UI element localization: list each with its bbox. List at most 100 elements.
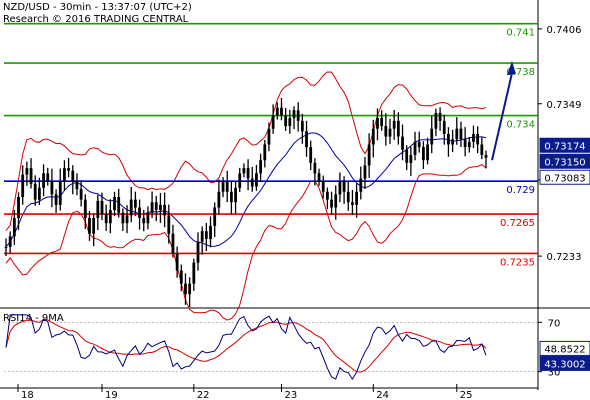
candle-body	[250, 178, 254, 187]
candle-body	[359, 178, 363, 192]
candle-body	[380, 118, 384, 127]
candle-body	[459, 128, 463, 140]
candle-body	[154, 202, 158, 211]
candle-body	[33, 183, 37, 200]
price-tick-label: 0.7406	[547, 25, 582, 36]
candle-body	[159, 204, 162, 211]
candle-body	[142, 218, 146, 224]
time-tick-label: 23	[284, 390, 297, 400]
rsi-badge-label: 48.8522	[544, 344, 585, 355]
candle-body	[484, 154, 488, 158]
candle-body	[17, 196, 20, 219]
candle-body	[75, 181, 79, 190]
candle-body	[313, 162, 317, 174]
candle-body	[25, 168, 29, 175]
candle-body	[54, 194, 58, 205]
candle-body	[46, 173, 50, 182]
candle-body	[146, 212, 150, 224]
rsi-badge-label: 43.3002	[544, 359, 585, 370]
candle-body	[271, 115, 275, 129]
candle-body	[455, 128, 459, 140]
candle-body	[451, 139, 455, 145]
candle-body	[421, 147, 425, 161]
candle-body	[238, 173, 242, 188]
time-tick-label: 19	[105, 390, 118, 400]
candle-body	[58, 181, 62, 205]
candle-body	[263, 144, 267, 161]
candle-body	[284, 115, 288, 127]
candle-body	[29, 168, 33, 184]
candle-body	[255, 173, 258, 187]
time-tick-label: 25	[460, 390, 473, 400]
time-tick-label: 24	[376, 390, 389, 400]
level-label: 0.734	[506, 120, 535, 131]
candle-body	[192, 262, 196, 284]
candle-body	[179, 270, 183, 284]
candle-body	[4, 246, 8, 248]
candle-body	[108, 210, 112, 224]
bollinger-lower-band	[5, 164, 487, 321]
price-badge-label: 0.73150	[544, 157, 585, 168]
price-badge	[539, 169, 590, 185]
candle-body	[363, 165, 367, 179]
candle-body	[100, 200, 104, 215]
candle-body	[175, 253, 179, 271]
candle-body	[442, 120, 446, 134]
candle-body	[472, 133, 475, 142]
bollinger-upper-band	[5, 71, 487, 231]
candle-body	[292, 110, 296, 119]
candle-body	[229, 191, 233, 203]
candle-body	[321, 181, 325, 192]
candle-body	[50, 181, 54, 195]
candle-body	[371, 128, 375, 145]
candle-body	[79, 189, 83, 200]
candle-body	[113, 196, 116, 211]
candle-body	[300, 120, 304, 132]
candle-body	[280, 107, 283, 116]
rsi-badge	[539, 355, 590, 371]
candle-body	[388, 128, 392, 137]
forecast-arrow-head	[507, 61, 516, 76]
candle-body	[88, 218, 91, 234]
candle-body	[209, 225, 212, 240]
candle-body	[426, 144, 429, 161]
candle-body	[430, 128, 434, 145]
forecast-arrow-shaft	[491, 72, 513, 161]
rsi-tick-label: 70	[548, 318, 561, 329]
candle-body	[480, 144, 484, 155]
candle-body	[463, 139, 467, 148]
candle-body	[167, 215, 171, 234]
candle-body	[396, 120, 400, 137]
price-badge-label: 0.73174	[544, 141, 585, 152]
candle-body	[200, 231, 204, 242]
candle-body	[384, 126, 388, 137]
price-badge-label: 0.73083	[544, 173, 585, 184]
candle-body	[351, 202, 354, 205]
candle-body	[367, 144, 371, 166]
candle-body	[138, 207, 141, 219]
candle-body	[225, 181, 229, 192]
candle-body	[259, 160, 263, 174]
candle-body	[417, 141, 421, 148]
rsi-line	[5, 314, 487, 381]
candle-body	[42, 173, 45, 188]
rsi-title: RSI14 - 9MA	[3, 313, 64, 324]
rsi-ma-line	[5, 318, 487, 373]
candle-body	[447, 133, 450, 145]
candle-body	[305, 131, 308, 148]
candle-body	[309, 147, 313, 163]
level-label: 0.738	[506, 67, 535, 78]
time-tick-label: 18	[21, 390, 34, 400]
price-badge	[539, 153, 590, 169]
candle-body	[413, 141, 417, 155]
copyright-line: Research © 2016 TRADING CENTRAL	[3, 14, 189, 25]
candle-body	[409, 154, 413, 163]
candle-body	[246, 168, 250, 179]
rsi-tick-label: 30	[548, 368, 561, 379]
candle-body	[188, 283, 192, 295]
candle-body	[275, 107, 279, 116]
level-label: 0.7235	[500, 257, 535, 268]
candle-body	[83, 199, 87, 219]
candle-body	[467, 141, 471, 148]
